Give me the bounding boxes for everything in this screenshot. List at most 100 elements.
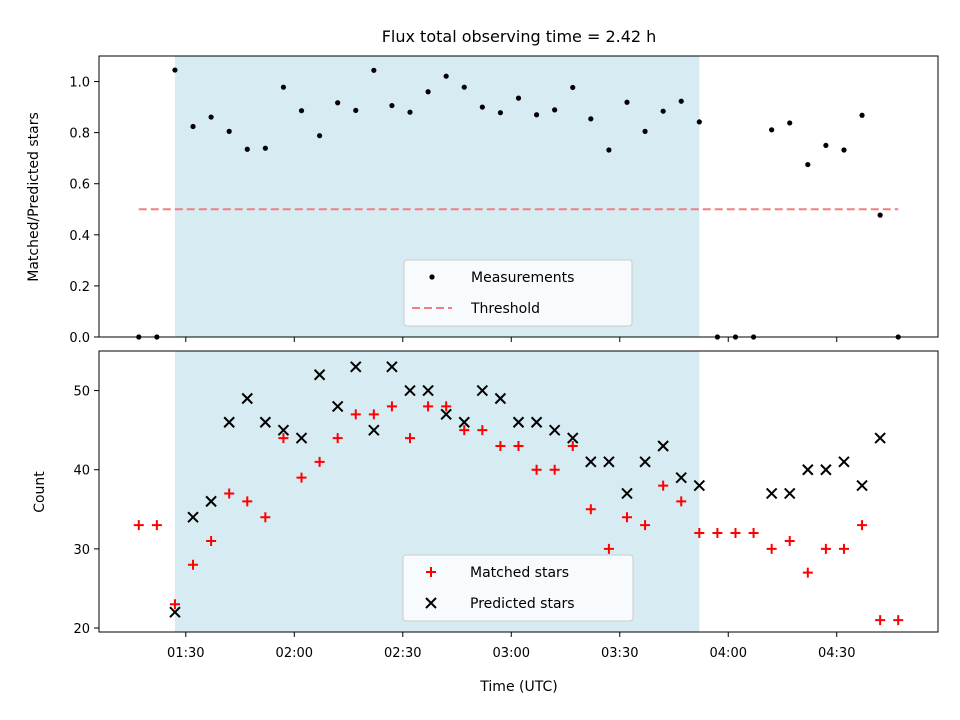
x-tick-label: 01:30 <box>167 646 204 661</box>
matched-star-point <box>368 409 379 420</box>
bottom-series-matched-stars <box>133 401 904 626</box>
legend-dot-icon <box>429 274 435 280</box>
measurement-point <box>660 108 666 114</box>
predicted-star-point <box>313 369 326 381</box>
legend-plus-icon <box>426 567 436 577</box>
measurement-point <box>552 107 558 113</box>
x-tick-label: 04:00 <box>710 646 747 661</box>
matched-star-point <box>567 440 578 451</box>
measurement-point <box>497 110 504 116</box>
top-panel: 0.0 0.2 0.4 0.6 0.8 1.0 Measurements Threshold <box>69 55 939 346</box>
predicted-star-point <box>241 392 253 405</box>
matched-star-point <box>278 433 289 444</box>
top-y-axis-label: Matched/Predicted stars <box>26 112 42 282</box>
predicted-star-point <box>784 487 796 500</box>
predicted-star-point <box>476 384 489 397</box>
predicted-star-point <box>350 361 362 373</box>
measurement-point <box>570 84 576 91</box>
matched-star-point <box>296 472 307 483</box>
predicted-star-point <box>657 440 669 452</box>
matched-star-point <box>585 504 596 515</box>
measurement-point <box>335 100 341 106</box>
measurement-point <box>479 104 485 110</box>
predicted-star-point <box>259 416 272 428</box>
measurement-point <box>515 95 522 101</box>
predicted-star-point <box>621 487 633 500</box>
predicted-star-point <box>494 392 507 405</box>
x-tick-label: 03:00 <box>493 646 530 661</box>
predicted-star-point <box>223 416 235 428</box>
predicted-star-point <box>530 416 543 428</box>
matched-star-point <box>893 615 904 626</box>
bottom-legend-box <box>402 554 634 622</box>
predicted-star-point <box>802 464 814 476</box>
top-legend-box <box>403 259 633 327</box>
matched-star-point <box>676 496 687 507</box>
measurement-point <box>461 84 467 90</box>
top-y-tick-label: 0.6 <box>69 178 90 193</box>
bottom-y-tick-label: 30 <box>73 543 90 558</box>
x-tick-label: 03:30 <box>601 646 638 661</box>
matched-star-point <box>838 543 849 554</box>
matched-star-point <box>621 512 632 523</box>
predicted-star-point <box>820 464 832 476</box>
predicted-star-point <box>331 400 344 413</box>
matched-star-point <box>423 401 434 412</box>
predicted-star-point <box>693 479 706 492</box>
measurement-point <box>190 123 196 130</box>
matched-star-point <box>188 559 199 570</box>
legend-x-icon <box>425 597 437 609</box>
matched-star-point <box>495 440 506 451</box>
predicted-star-point <box>567 432 579 444</box>
bottom-y-tick-label: 50 <box>73 385 90 400</box>
matched-star-point <box>314 456 325 467</box>
bottom-y-tick-label: 20 <box>73 622 90 637</box>
top-legend: Measurements Threshold <box>403 259 633 327</box>
predicted-star-point <box>404 384 416 397</box>
matched-star-point <box>206 535 217 546</box>
matched-star-point <box>459 425 470 436</box>
legend-label: Matched stars <box>470 565 569 581</box>
top-axes-frame <box>98 55 939 338</box>
matched-star-point <box>857 520 868 531</box>
matched-star-point <box>712 528 723 539</box>
chart-title: Flux total observing time = 2.42 h <box>382 27 657 46</box>
matched-star-point <box>748 528 759 539</box>
measurement-point <box>316 133 323 139</box>
matched-star-point <box>133 520 144 531</box>
top-y-tick-label: 0.2 <box>69 280 90 295</box>
bottom-legend: Matched stars Predicted stars <box>402 554 634 622</box>
measurement-point <box>298 108 305 114</box>
top-y-tick-label: 0.8 <box>69 127 90 142</box>
predicted-star-point <box>169 606 181 618</box>
predicted-star-point <box>277 424 290 436</box>
bottom-axes-frame <box>98 350 939 633</box>
matched-star-point <box>603 543 614 554</box>
matched-star-point <box>802 567 813 578</box>
measurement-point <box>588 116 594 122</box>
matched-star-point <box>477 425 488 436</box>
measurement-point <box>805 161 811 168</box>
matched-star-point <box>730 528 741 539</box>
bottom-series-predicted-stars <box>169 361 886 618</box>
matched-star-point <box>441 401 452 412</box>
measurement-point <box>280 84 287 90</box>
predicted-star-point <box>187 511 199 523</box>
predicted-star-point <box>838 456 850 468</box>
predicted-star-point <box>585 456 597 468</box>
matched-star-point <box>386 401 397 412</box>
x-tick-label: 02:30 <box>384 646 421 661</box>
matched-star-point <box>169 599 180 610</box>
matched-star-point <box>332 433 343 444</box>
legend-label: Measurements <box>471 270 574 286</box>
top-y-tick-label: 0.0 <box>69 331 90 346</box>
predicted-star-point <box>386 361 398 373</box>
measurement-point <box>642 128 648 134</box>
measurement-point <box>877 212 883 218</box>
predicted-star-point <box>422 384 434 397</box>
predicted-star-point <box>205 495 217 508</box>
matched-star-point <box>820 543 831 554</box>
measurement-point <box>624 99 630 105</box>
predicted-star-point <box>639 456 651 468</box>
